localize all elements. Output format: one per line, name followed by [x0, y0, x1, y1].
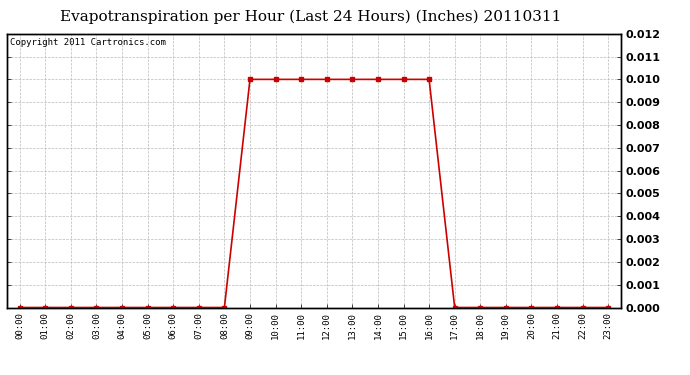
Text: Copyright 2011 Cartronics.com: Copyright 2011 Cartronics.com — [10, 38, 166, 47]
Text: Evapotranspiration per Hour (Last 24 Hours) (Inches) 20110311: Evapotranspiration per Hour (Last 24 Hou… — [60, 9, 561, 24]
